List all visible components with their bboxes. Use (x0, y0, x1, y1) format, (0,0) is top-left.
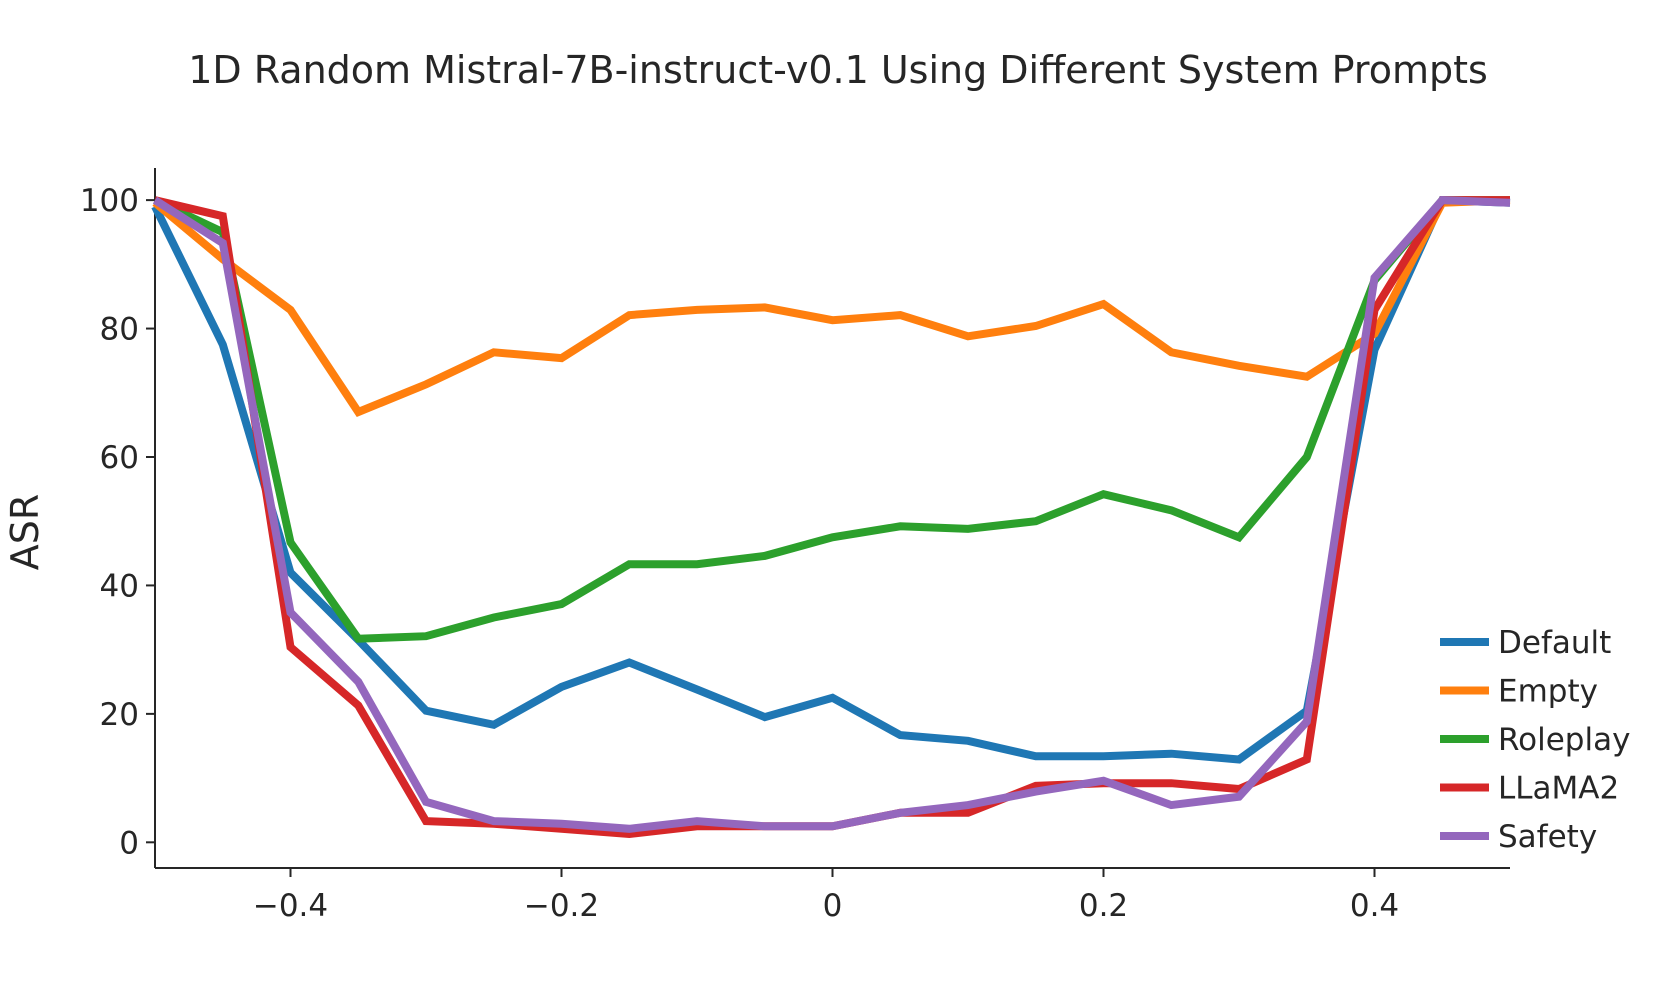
x-tick-label: −0.4 (253, 888, 328, 924)
chart-title: 1D Random Mistral-7B-instruct-v0.1 Using… (188, 48, 1488, 92)
y-tick-label: 80 (100, 312, 139, 348)
legend-label-llama2: LLaMA2 (1498, 771, 1619, 807)
series-line-llama2 (154, 196, 1510, 839)
y-tick-label: 0 (119, 825, 139, 861)
y-axis-label: ASR (3, 494, 47, 571)
series-line-safety (152, 196, 1511, 833)
legend-label-roleplay: Roleplay (1498, 722, 1630, 758)
y-tick-label: 60 (100, 440, 139, 476)
series-line-default (151, 195, 1511, 764)
y-tick-label: 20 (100, 697, 139, 733)
series-line-roleplay (153, 196, 1510, 643)
y-tick-label: 100 (80, 183, 139, 219)
x-tick-label: 0.2 (1079, 888, 1128, 924)
x-tick-label: 0.4 (1350, 888, 1399, 924)
legend-label-safety: Safety (1498, 819, 1597, 855)
plot-area: 0 20 40 60 80 100 −0.4 −0.2 0 0.2 0.4 (80, 168, 1511, 924)
x-tick-label: 0 (823, 888, 843, 924)
series-line-empty (152, 196, 1511, 417)
legend: Default Empty Roleplay LLaMA2 Safety (1440, 625, 1630, 855)
y-tick-label: 40 (100, 568, 139, 604)
x-tick-label: −0.2 (524, 888, 599, 924)
legend-label-default: Default (1498, 625, 1611, 661)
legend-label-empty: Empty (1498, 674, 1598, 710)
